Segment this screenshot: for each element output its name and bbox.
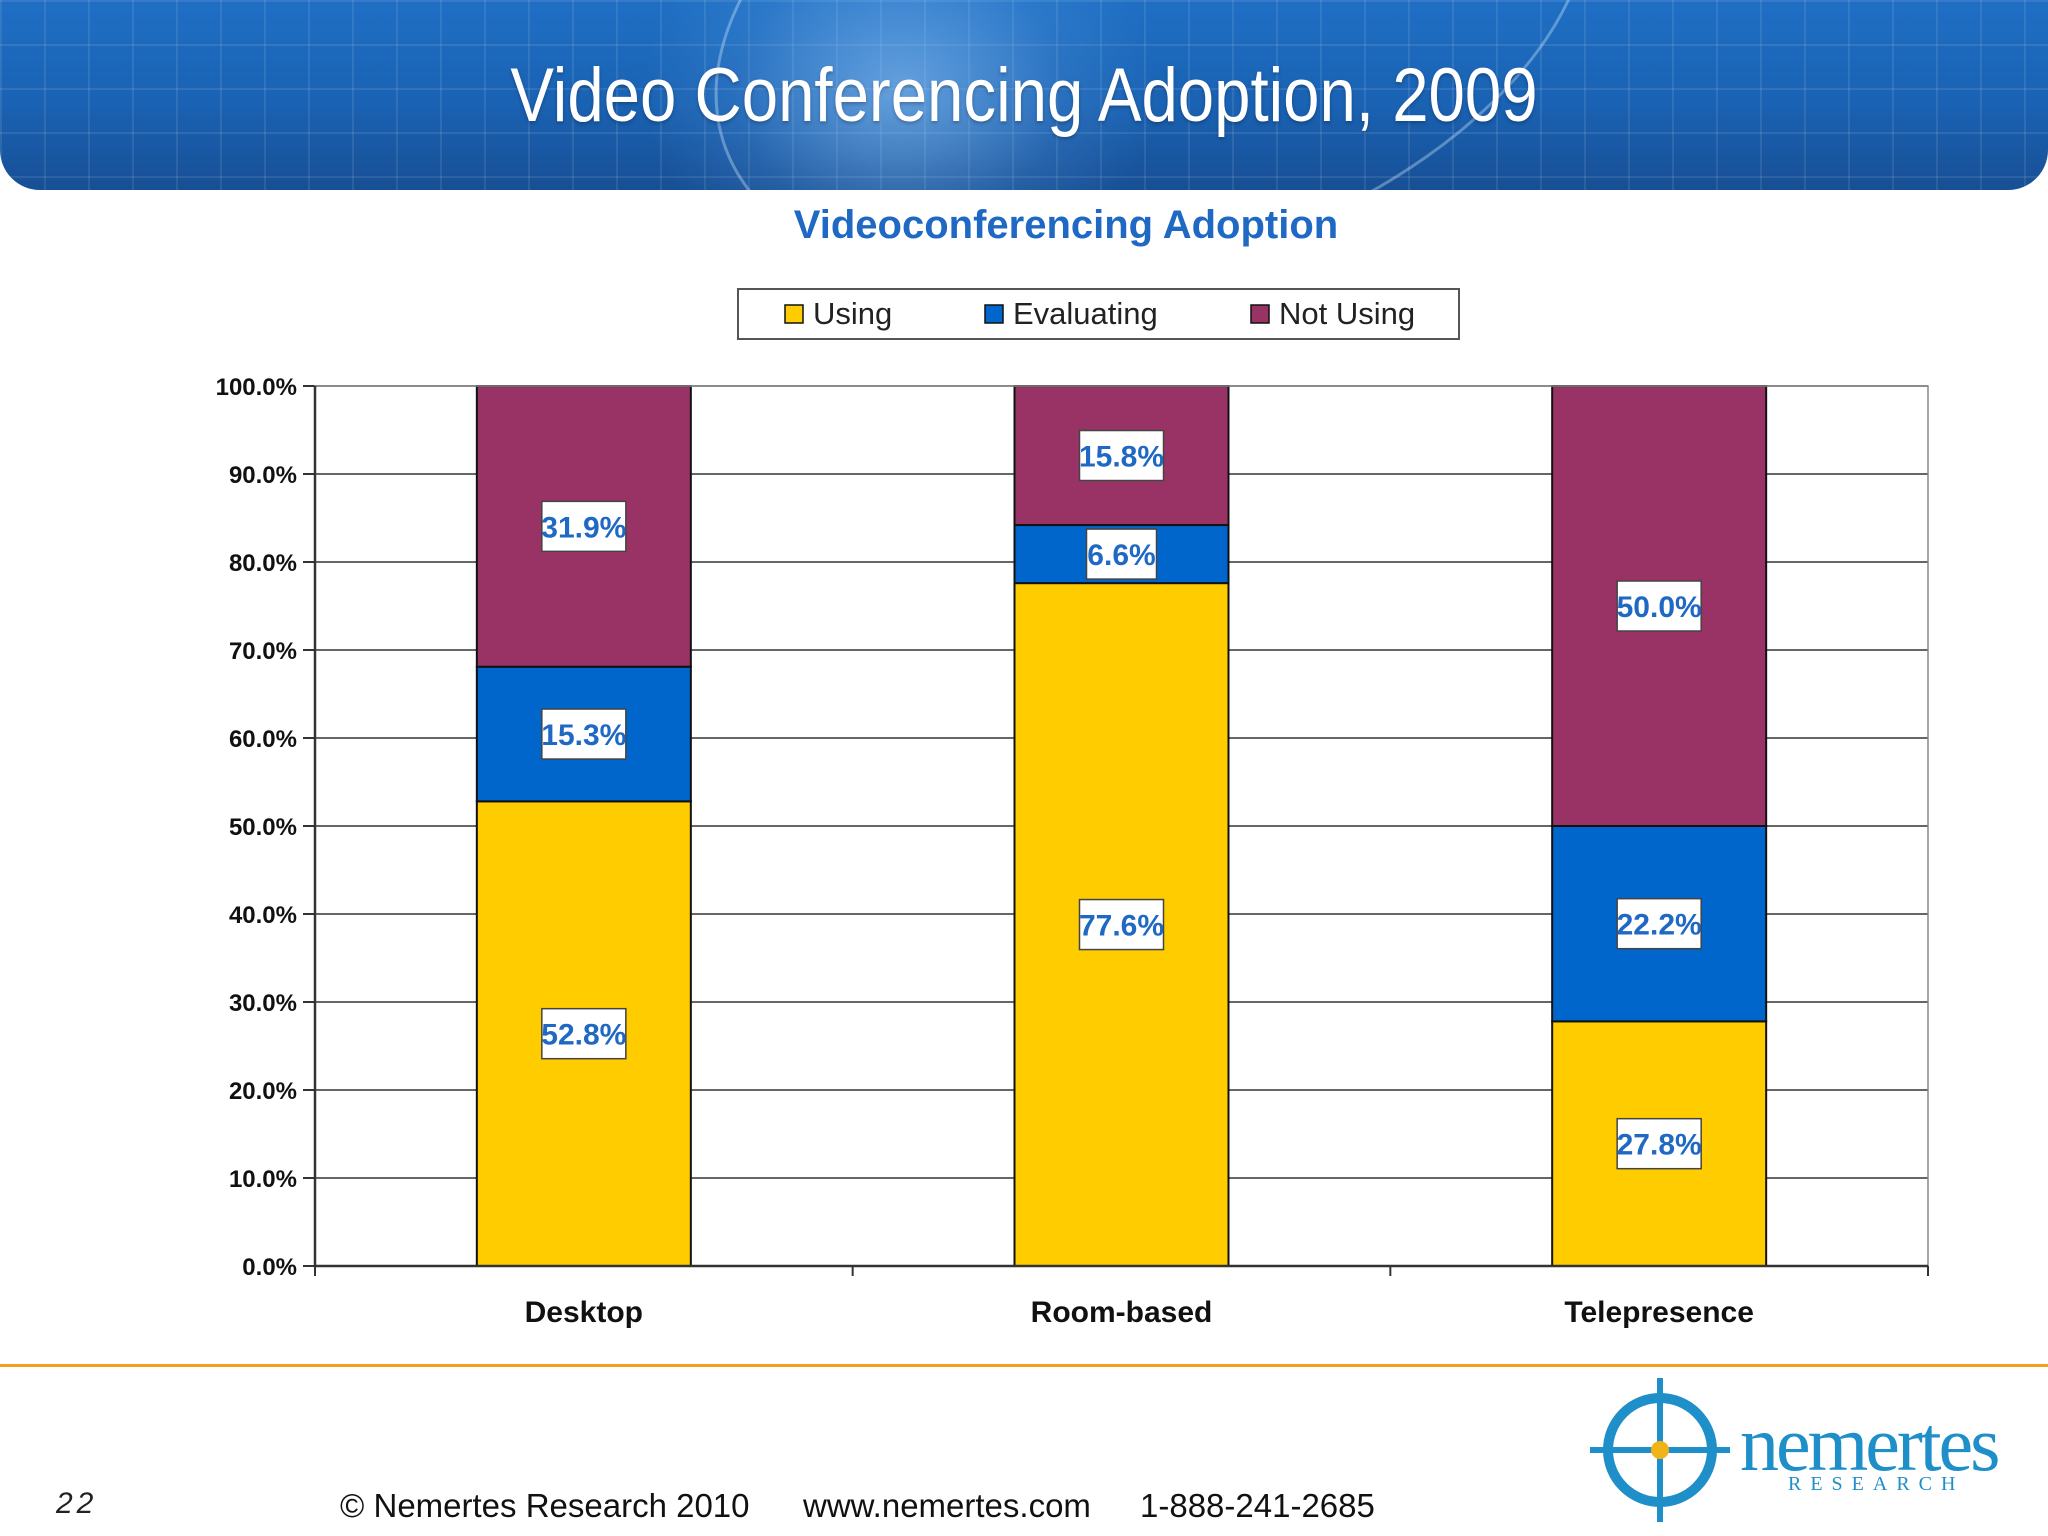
data-label: 77.6% xyxy=(1079,910,1164,943)
copyright-text: © Nemertes Research 2010 xyxy=(340,1487,750,1524)
data-label-box xyxy=(541,500,627,553)
data-label-box xyxy=(541,708,627,760)
chart-legend: Using Evaluating Not Using xyxy=(737,288,1460,340)
legend-swatch-evaluating xyxy=(984,304,1004,324)
page-number: 22 xyxy=(56,1487,98,1520)
data-label: 22.2% xyxy=(1617,909,1702,942)
data-label: 52.8% xyxy=(541,1019,626,1052)
header-glow xyxy=(640,0,1160,190)
legend-label: Using xyxy=(813,296,892,331)
data-label: 31.9% xyxy=(541,511,626,544)
data-label-box xyxy=(1078,429,1165,482)
y-tick-label: 70.0% xyxy=(229,638,297,665)
phone-number: 1-888-241-2685 xyxy=(1140,1487,1375,1524)
y-tick-label: 100.0% xyxy=(216,374,297,401)
slide-title: Video Conferencing Adoption, 2009 xyxy=(510,53,1538,138)
y-tick-label: 0.0% xyxy=(242,1254,297,1281)
data-label-box xyxy=(1078,898,1165,951)
y-tick-label: 60.0% xyxy=(229,726,297,753)
x-category-label: Telepresence xyxy=(1564,1296,1754,1329)
crosshair-icon xyxy=(1590,1378,1730,1522)
data-label-box xyxy=(541,1007,627,1060)
legend-swatch-not-using xyxy=(1250,304,1270,324)
x-category-label: Room-based xyxy=(1031,1296,1213,1329)
data-label: 15.3% xyxy=(541,719,626,752)
data-label-box xyxy=(1616,580,1702,632)
data-label: 27.8% xyxy=(1617,1129,1702,1162)
data-label: 6.6% xyxy=(1087,539,1155,572)
slide-header: Video Conferencing Adoption, 2009 xyxy=(0,0,2048,190)
legend-label: Evaluating xyxy=(1013,296,1158,331)
y-tick-label: 50.0% xyxy=(229,814,297,841)
data-label: 15.8% xyxy=(1079,441,1164,474)
legend-swatch-using xyxy=(784,304,804,324)
website-link[interactable]: www.nemertes.com xyxy=(803,1487,1091,1524)
nemertes-logo: nemertes RESEARCH xyxy=(1590,1378,2001,1522)
footer-divider xyxy=(0,1364,2048,1367)
x-category-label: Desktop xyxy=(525,1296,643,1329)
data-label-box xyxy=(1085,528,1158,580)
legend-label: Not Using xyxy=(1279,296,1415,331)
data-label-box xyxy=(1616,1117,1702,1170)
y-tick-label: 20.0% xyxy=(229,1078,297,1105)
plot-area: 0.0% 10.0% 20.0% 30.0% 40.0% 50.0% 60.0% 70.0% 8… xyxy=(216,374,1929,1329)
chart-title: Videoconferencing Adoption xyxy=(794,203,1338,247)
y-tick-label: 30.0% xyxy=(229,990,297,1017)
data-label: 50.0% xyxy=(1617,591,1702,624)
stacked-bar-chart: Videoconferencing Adoption Using Evaluati… xyxy=(216,203,1929,1329)
y-tick-label: 90.0% xyxy=(229,462,297,489)
y-tick-label: 80.0% xyxy=(229,550,297,577)
y-tick-label: 40.0% xyxy=(229,902,297,929)
logo-tagline: RESEARCH xyxy=(1788,1473,1964,1495)
legend-box xyxy=(737,288,1460,340)
logo-wordmark: nemertes xyxy=(1740,1400,1998,1487)
data-label-box xyxy=(1616,897,1702,950)
y-tick-label: 10.0% xyxy=(229,1166,297,1193)
